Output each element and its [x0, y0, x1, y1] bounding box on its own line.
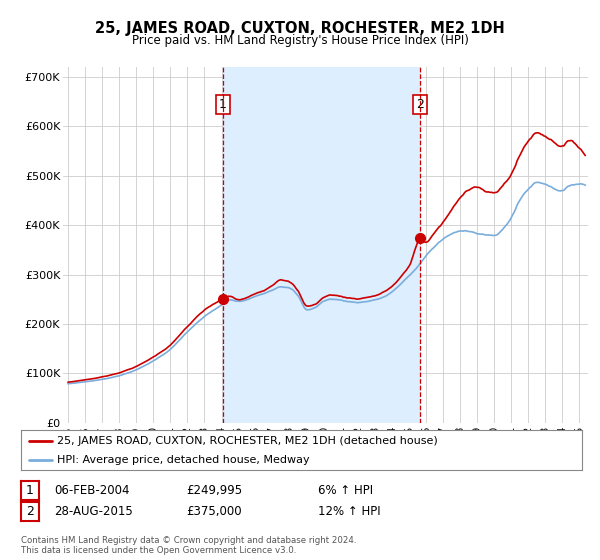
Text: HPI: Average price, detached house, Medway: HPI: Average price, detached house, Medw…	[58, 455, 310, 465]
Text: £375,000: £375,000	[186, 505, 242, 519]
Text: Price paid vs. HM Land Registry's House Price Index (HPI): Price paid vs. HM Land Registry's House …	[131, 34, 469, 46]
Text: 2: 2	[416, 98, 424, 111]
Text: 25, JAMES ROAD, CUXTON, ROCHESTER, ME2 1DH (detached house): 25, JAMES ROAD, CUXTON, ROCHESTER, ME2 1…	[58, 436, 438, 446]
Text: 12% ↑ HPI: 12% ↑ HPI	[318, 505, 380, 519]
Text: 1: 1	[26, 484, 34, 497]
Bar	[223, 67, 421, 423]
Text: 6% ↑ HPI: 6% ↑ HPI	[318, 484, 373, 497]
Text: 2: 2	[26, 505, 34, 518]
Text: 06-FEB-2004: 06-FEB-2004	[54, 484, 130, 497]
Text: 28-AUG-2015: 28-AUG-2015	[54, 505, 133, 519]
Text: £249,995: £249,995	[186, 484, 242, 497]
Text: 1: 1	[219, 98, 227, 111]
Text: Contains HM Land Registry data © Crown copyright and database right 2024.
This d: Contains HM Land Registry data © Crown c…	[21, 536, 356, 556]
Text: 25, JAMES ROAD, CUXTON, ROCHESTER, ME2 1DH: 25, JAMES ROAD, CUXTON, ROCHESTER, ME2 1…	[95, 21, 505, 36]
